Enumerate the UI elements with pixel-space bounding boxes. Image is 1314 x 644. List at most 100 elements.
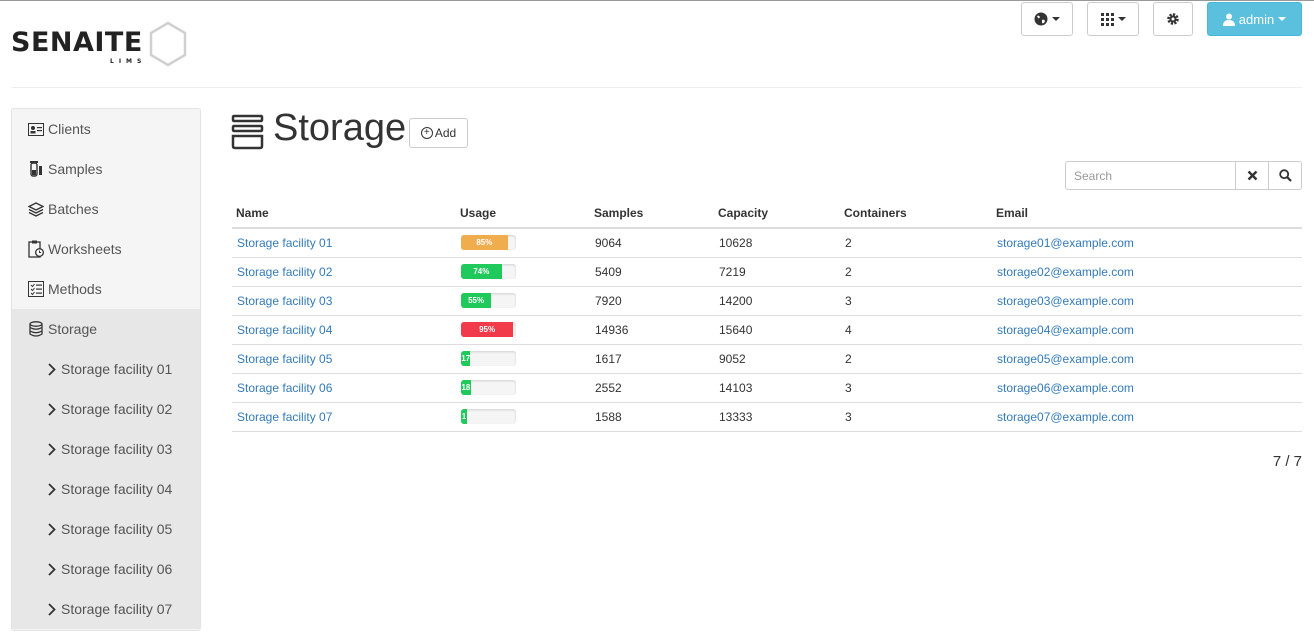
storage-facility-link[interactable]: Storage facility 07 <box>237 409 333 424</box>
table-row[interactable]: Storage facility 03 55% 7920 14200 3 storage0… <box>232 286 1302 316</box>
cell-capacity: 15640 <box>714 315 840 345</box>
sidebar-subitem-storage-facility[interactable]: Storage facility 01 <box>12 349 200 389</box>
language-button[interactable] <box>1021 2 1073 36</box>
usage-progress: 55% <box>461 293 516 308</box>
table-row[interactable]: Storage facility 05 17 1617 9052 2 storage05@… <box>232 344 1302 374</box>
column-header-name[interactable]: Name <box>232 199 456 229</box>
storage-facility-link[interactable]: Storage facility 04 <box>237 322 333 337</box>
cell-containers: 3 <box>840 373 992 403</box>
search-input[interactable] <box>1065 161 1236 190</box>
sidebar-item-methods[interactable]: Methods <box>12 269 200 309</box>
cell-usage: 55% <box>456 286 590 316</box>
email-link[interactable]: storage02@example.com <box>997 264 1134 279</box>
user-icon <box>1222 13 1235 26</box>
storage-submenu: Storage facility 01 Storage facility 02 … <box>12 349 200 629</box>
apps-menu-button[interactable] <box>1087 2 1139 36</box>
sidebar-subitem-storage-facility[interactable]: Storage facility 06 <box>12 549 200 589</box>
settings-button[interactable] <box>1153 2 1193 36</box>
logo-subtitle: LIMS <box>110 58 147 65</box>
cell-containers: 3 <box>840 286 992 316</box>
globe-icon <box>1034 12 1048 26</box>
add-button[interactable]: + Add <box>409 118 468 148</box>
email-link[interactable]: storage06@example.com <box>997 380 1134 395</box>
sidebar-item-worksheets[interactable]: Worksheets <box>12 229 200 269</box>
storage-facility-link[interactable]: Storage facility 06 <box>237 380 333 395</box>
grid-icon <box>1100 12 1114 26</box>
close-icon <box>1247 170 1257 181</box>
email-link[interactable]: storage01@example.com <box>997 235 1134 250</box>
usage-progress: 1 <box>461 409 516 424</box>
storage-title-icon <box>231 114 264 150</box>
chevron-right-icon <box>48 401 61 417</box>
plus-circle-icon: + <box>420 127 433 139</box>
storage-facility-link[interactable]: Storage facility 03 <box>237 293 333 308</box>
cell-email: storage07@example.com <box>992 402 1302 432</box>
sidebar-item-clients[interactable]: Clients <box>12 109 200 149</box>
page-title: Storage <box>273 107 407 149</box>
sidebar-subitem-storage-facility[interactable]: Storage facility 04 <box>12 469 200 509</box>
sidebar-subitem-storage-facility[interactable]: Storage facility 02 <box>12 389 200 429</box>
table-row[interactable]: Storage facility 04 95% 14936 15640 4 storage… <box>232 315 1302 345</box>
cell-capacity: 9052 <box>714 344 840 374</box>
cell-name: Storage facility 02 <box>232 257 456 287</box>
cell-usage: 85% <box>456 228 590 258</box>
cell-name: Storage facility 05 <box>232 344 456 374</box>
cell-email: storage06@example.com <box>992 373 1302 403</box>
user-name: admin <box>1238 11 1275 27</box>
cell-samples: 14936 <box>590 315 714 345</box>
email-link[interactable]: storage04@example.com <box>997 322 1134 337</box>
cell-containers: 2 <box>840 228 992 258</box>
email-link[interactable]: storage07@example.com <box>997 409 1134 424</box>
senaite-logo[interactable]: SENAITE LIMS <box>11 21 191 71</box>
cell-capacity: 14200 <box>714 286 840 316</box>
cell-email: storage04@example.com <box>992 315 1302 345</box>
column-header-containers[interactable]: Containers <box>840 199 992 229</box>
clear-search-button[interactable] <box>1236 161 1269 190</box>
cell-usage: 74% <box>456 257 590 287</box>
column-header-capacity[interactable]: Capacity <box>714 199 840 229</box>
sidebar-subitem-storage-facility[interactable]: Storage facility 03 <box>12 429 200 469</box>
clipboard-icon <box>27 240 45 258</box>
cell-name: Storage facility 07 <box>232 402 456 432</box>
column-header-usage[interactable]: Usage <box>456 199 590 229</box>
sidebar-item-samples[interactable]: Samples <box>12 149 200 189</box>
usage-progress-bar: 85% <box>461 235 508 251</box>
table-row[interactable]: Storage facility 02 74% 5409 7219 2 storage02… <box>232 257 1302 287</box>
table-row[interactable]: Storage facility 07 1 1588 13333 3 storage07@… <box>232 402 1302 432</box>
chevron-down-icon <box>1278 17 1287 21</box>
usage-progress: 85% <box>461 235 516 251</box>
sidebar-item-storage[interactable]: Storage <box>12 309 200 349</box>
sidebar-subitem-storage-facility[interactable]: Storage facility 07 <box>12 589 200 629</box>
cell-usage: 1 <box>456 402 590 432</box>
table-row[interactable]: Storage facility 01 85% 9064 10628 2 storage0… <box>232 228 1302 258</box>
storage-facility-link[interactable]: Storage facility 01 <box>237 235 333 250</box>
column-header-email[interactable]: Email <box>992 199 1302 229</box>
sidebar-nav: Clients Samples Batches Worksheets Metho… <box>11 108 201 631</box>
cell-capacity: 10628 <box>714 228 840 258</box>
cell-name: Storage facility 06 <box>232 373 456 403</box>
cell-email: storage01@example.com <box>992 228 1302 258</box>
cell-email: storage02@example.com <box>992 257 1302 287</box>
usage-progress-bar: 74% <box>461 264 502 279</box>
search-button[interactable] <box>1269 161 1302 190</box>
usage-progress: 95% <box>461 322 516 337</box>
cell-samples: 1617 <box>590 344 714 374</box>
table-row[interactable]: Storage facility 06 18 2552 14103 3 storage06… <box>232 373 1302 403</box>
email-link[interactable]: storage05@example.com <box>997 351 1134 366</box>
search-group <box>1065 161 1302 190</box>
logo-wordmark: SENAITE <box>11 27 143 58</box>
chevron-right-icon <box>48 361 61 377</box>
cell-samples: 5409 <box>590 257 714 287</box>
chevron-down-icon <box>1117 17 1126 21</box>
sidebar-subitem-label: Storage facility 02 <box>61 401 173 417</box>
user-menu-button[interactable]: admin <box>1207 2 1302 36</box>
email-link[interactable]: storage03@example.com <box>997 293 1134 308</box>
storage-facility-link[interactable]: Storage facility 05 <box>237 351 333 366</box>
sidebar-subitem-storage-facility[interactable]: Storage facility 05 <box>12 509 200 549</box>
checklist-icon <box>27 280 45 298</box>
cell-usage: 17 <box>456 344 590 374</box>
cell-containers: 4 <box>840 315 992 345</box>
sidebar-item-batches[interactable]: Batches <box>12 189 200 229</box>
column-header-samples[interactable]: Samples <box>590 199 714 229</box>
storage-facility-link[interactable]: Storage facility 02 <box>237 264 333 279</box>
